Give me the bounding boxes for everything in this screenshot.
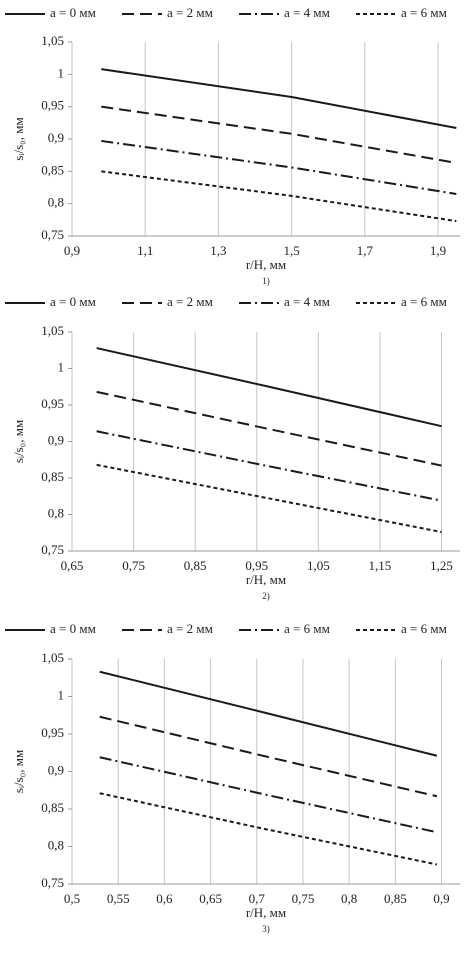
y-axis-title: sᵢ/s₀, мм: [11, 420, 26, 463]
y-tick-label: 0,85: [41, 469, 64, 484]
x-axis-title: r/H, мм: [246, 905, 286, 920]
caption: 2): [262, 591, 270, 601]
x-tick-label: 0,8: [341, 891, 357, 906]
x-tick-label: 1,3: [210, 243, 226, 258]
series-line: [96, 463, 442, 534]
legend-label: a = 0 мм: [50, 5, 96, 20]
x-tick-label: 1,15: [369, 558, 392, 573]
y-tick-label: 0,85: [41, 162, 64, 177]
series-line: [99, 715, 438, 798]
y-tick-label: 1,05: [41, 323, 64, 338]
x-tick-label: 0,85: [384, 891, 407, 906]
x-tick-label: 1,7: [357, 243, 374, 258]
y-tick-label: 0,8: [48, 505, 64, 520]
y-tick-label: 0,9: [48, 762, 64, 777]
y-tick-label: 1: [58, 359, 65, 374]
x-tick-label: 0,75: [292, 891, 315, 906]
x-tick-label: 0,95: [245, 558, 268, 573]
x-tick-label: 0,55: [107, 891, 130, 906]
x-tick-label: 0,65: [199, 891, 222, 906]
series-line: [96, 347, 442, 428]
series-line: [101, 170, 457, 223]
legend-label: a = 0 мм: [50, 294, 96, 309]
legend-label: a = 4 мм: [284, 294, 330, 309]
x-tick-label: 0,65: [61, 558, 84, 573]
series-line: [99, 792, 438, 866]
series-line: [99, 756, 438, 834]
x-tick-label: 0,7: [249, 891, 266, 906]
x-tick-label: 1,05: [307, 558, 330, 573]
legend-label: a = 2 мм: [167, 294, 213, 309]
series-line: [96, 390, 442, 467]
y-tick-label: 0,9: [48, 130, 64, 145]
series-line: [96, 430, 442, 502]
legend-label: a = 0 мм: [50, 621, 96, 636]
y-tick-label: 0,95: [41, 98, 64, 113]
caption: 3): [262, 924, 270, 934]
y-tick-label: 0,75: [41, 875, 64, 890]
legend-label: a = 6 мм: [401, 294, 447, 309]
series-line: [101, 139, 457, 195]
x-tick-label: 1,1: [137, 243, 153, 258]
x-tick-label: 0,6: [156, 891, 173, 906]
y-tick-label: 0,95: [41, 725, 64, 740]
y-tick-label: 1,05: [41, 650, 64, 665]
x-tick-label: 0,9: [64, 243, 80, 258]
x-tick-label: 1,9: [430, 243, 446, 258]
x-tick-label: 1,5: [283, 243, 299, 258]
x-axis-title: r/H, мм: [246, 257, 286, 272]
y-axis-title: sᵢ/s₀, мм: [11, 750, 26, 793]
y-tick-label: 0,8: [48, 195, 64, 210]
series-line: [101, 68, 457, 129]
x-tick-label: 0,9: [433, 891, 449, 906]
y-tick-label: 0,75: [41, 542, 64, 557]
caption: 1): [262, 276, 270, 286]
y-axis-title: sᵢ/s₀, мм: [11, 117, 26, 160]
x-tick-label: 0,85: [184, 558, 207, 573]
legend-label: a = 2 мм: [167, 5, 213, 20]
series-line: [99, 670, 438, 757]
y-tick-label: 0,85: [41, 800, 64, 815]
x-tick-label: 1,25: [430, 558, 453, 573]
legend-label: a = 6 мм: [401, 621, 447, 636]
x-axis-title: r/H, мм: [246, 572, 286, 587]
legend-label: a = 2 мм: [167, 621, 213, 636]
y-tick-label: 1: [58, 65, 65, 80]
y-tick-label: 1,05: [41, 33, 64, 48]
y-tick-label: 0,8: [48, 837, 64, 852]
y-tick-label: 0,9: [48, 432, 64, 447]
y-tick-label: 1: [58, 687, 65, 702]
x-tick-label: 0,5: [64, 891, 80, 906]
legend-label: a = 6 мм: [401, 5, 447, 20]
legend-label: a = 4 мм: [284, 5, 330, 20]
y-tick-label: 0,95: [41, 396, 64, 411]
legend-label: a = 6 мм: [284, 621, 330, 636]
series-line: [101, 105, 457, 164]
x-tick-label: 0,75: [122, 558, 145, 573]
y-tick-label: 0,75: [41, 227, 64, 242]
